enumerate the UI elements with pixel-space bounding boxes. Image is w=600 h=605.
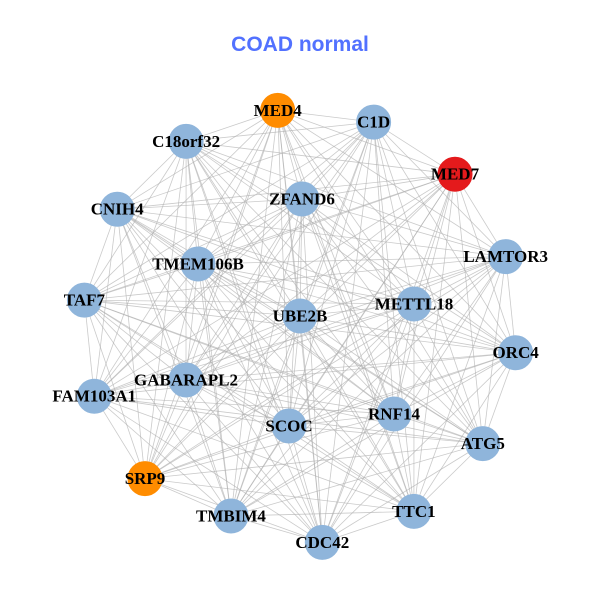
svg-text:FAM103A1: FAM103A1 xyxy=(52,387,136,406)
svg-text:MED4: MED4 xyxy=(254,101,303,120)
svg-text:C18orf32: C18orf32 xyxy=(152,132,220,151)
svg-text:LAMTOR3: LAMTOR3 xyxy=(463,247,548,266)
svg-text:TMBIM4: TMBIM4 xyxy=(196,507,266,526)
svg-text:TAF7: TAF7 xyxy=(64,291,106,310)
svg-text:TMEM106B: TMEM106B xyxy=(152,255,244,274)
svg-text:GABARAPL2: GABARAPL2 xyxy=(134,371,238,390)
svg-text:ATG5: ATG5 xyxy=(461,434,505,453)
svg-text:CDC42: CDC42 xyxy=(295,533,349,552)
svg-text:SCOC: SCOC xyxy=(265,417,312,436)
svg-text:UBE2B: UBE2B xyxy=(273,307,328,326)
svg-text:SRP9: SRP9 xyxy=(125,469,166,488)
svg-text:TTC1: TTC1 xyxy=(392,502,435,521)
svg-text:METTL18: METTL18 xyxy=(375,295,453,314)
svg-text:ORC4: ORC4 xyxy=(492,343,539,362)
svg-text:ZFAND6: ZFAND6 xyxy=(269,190,335,209)
svg-text:C1D: C1D xyxy=(357,113,390,132)
svg-text:MED7: MED7 xyxy=(431,165,480,184)
svg-text:CNIH4: CNIH4 xyxy=(91,200,144,219)
svg-text:RNF14: RNF14 xyxy=(368,405,420,424)
